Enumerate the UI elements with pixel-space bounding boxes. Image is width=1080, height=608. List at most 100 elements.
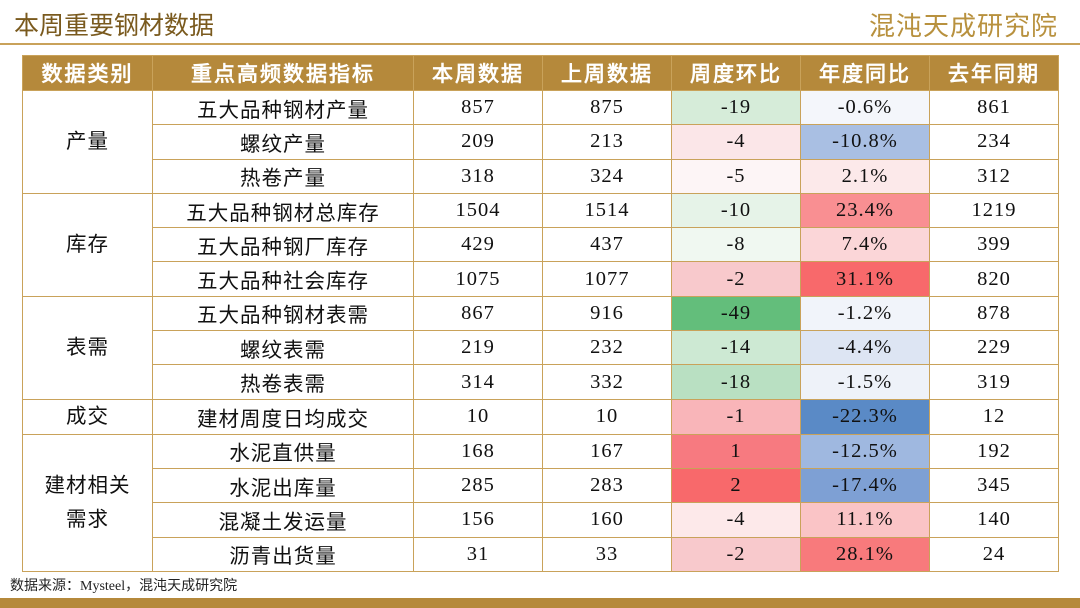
indicator-cell: 混凝土发运量 [152,502,414,538]
value-cell: 167 [542,433,672,469]
value-cell: 820 [929,261,1059,297]
value-cell: 24 [929,536,1059,572]
table-row: 沥青出货量 31 33 -2 28.1% 24 [23,536,1059,572]
value-cell: -1.5% [800,364,930,400]
table-row: 热卷表需 314 332 -18 -1.5% 319 [23,364,1059,400]
page-title: 本周重要钢材数据 [14,11,215,40]
table-row: 产量 五大品种钢材产量 857 875 -19 -0.6% 861 [22,89,1059,194]
value-cell: 2 [671,467,801,504]
table-row: 表需 五大品种钢材表需 867 916 -49 -1.2% 878 [22,295,1059,400]
value-cell: -5 [671,158,801,194]
value-cell: 33 [542,536,672,572]
column-header: 年度同比 [800,55,930,91]
value-cell: 324 [542,158,672,194]
value-cell: 312 [929,158,1059,194]
value-cell: 1514 [542,192,672,229]
value-cell: 314 [413,364,543,400]
table-row: 库存 五大品种钢材总库存 1504 1514 -10 23.4% 1219 [22,192,1059,297]
value-cell: 1 [671,433,801,469]
value-cell: 23.4% [800,192,930,229]
value-cell: -2 [671,261,801,297]
indicator-cell: 五大品种钢厂库存 [152,227,414,263]
value-cell: 875 [542,89,672,126]
indicator-cell: 热卷产量 [152,158,414,194]
category-cell: 表需 [22,295,153,400]
data-table: 数据类别 重点高频数据指标 本周数据 上周数据 周度环比 年度同比 去年同期 产量 五大品种钢… [22,55,1059,572]
value-cell: 140 [929,502,1059,538]
header-row: 数据类别 重点高频数据指标 本周数据 上周数据 周度环比 年度同比 去年同期 [22,55,1059,91]
value-cell: -19 [671,89,801,126]
value-cell: 31.1% [800,261,930,297]
value-cell: 285 [413,467,543,504]
indicator-cell: 五大品种钢材表需 [152,295,414,332]
value-cell: -10.8% [800,124,930,160]
value-cell: 31 [413,536,543,572]
column-header: 本周数据 [413,55,543,91]
value-cell: 232 [542,330,672,366]
value-cell: -17.4% [800,467,930,504]
indicator-cell: 五大品种钢材产量 [152,89,414,126]
indicator-cell: 螺纹产量 [152,124,414,160]
indicator-cell: 水泥出库量 [152,467,414,504]
value-cell: 209 [413,124,543,160]
column-header: 数据类别 [22,55,153,91]
value-cell: 160 [542,502,672,538]
value-cell: 332 [542,364,672,400]
value-cell: 916 [542,295,672,332]
value-cell: -1 [671,398,801,435]
value-cell: 12 [929,398,1059,435]
footer-bar [0,598,1080,608]
value-cell: 219 [413,330,543,366]
indicator-cell: 沥青出货量 [152,536,414,572]
value-cell: 878 [929,295,1059,332]
value-cell: 1504 [413,192,543,229]
column-header: 上周数据 [542,55,672,91]
value-cell: 234 [929,124,1059,160]
value-cell: 192 [929,433,1059,469]
table-row: 五大品种钢厂库存 429 437 -8 7.4% 399 [23,227,1059,263]
indicator-cell: 水泥直供量 [152,433,414,469]
value-cell: 11.1% [800,502,930,538]
value-cell: 429 [413,227,543,263]
value-cell: 861 [929,89,1059,126]
value-cell: -22.3% [800,398,930,435]
table-row: 螺纹表需 219 232 -14 -4.4% 229 [23,330,1059,366]
value-cell: 857 [413,89,543,126]
value-cell: 1077 [542,261,672,297]
value-cell: -4 [671,502,801,538]
value-cell: -18 [671,364,801,400]
header-rule [0,43,1080,45]
value-cell: 318 [413,158,543,194]
table-row: 建材相关需求 水泥直供量 168 167 1 -12.5% 192 [22,433,1059,572]
value-cell: 319 [929,364,1059,400]
value-cell: 28.1% [800,536,930,572]
value-cell: 10 [542,398,672,435]
value-cell: -0.6% [800,89,930,126]
value-cell: 1219 [929,192,1059,229]
value-cell: 156 [413,502,543,538]
value-cell: -4 [671,124,801,160]
value-cell: 229 [929,330,1059,366]
indicator-cell: 五大品种社会库存 [152,261,414,297]
table-row: 混凝土发运量 156 160 -4 11.1% 140 [23,502,1059,538]
category-cell: 建材相关需求 [22,433,153,572]
source-note: 数据来源：Mysteel，混沌天成研究院 [10,579,238,594]
value-cell: -4.4% [800,330,930,366]
value-cell: 10 [413,398,543,435]
table-row: 水泥出库量 285 283 2 -17.4% 345 [23,467,1059,504]
category-cell: 库存 [22,192,153,297]
value-cell: -49 [671,295,801,332]
table-row: 成交 建材周度日均成交 10 10 -1 -22.3% 12 [22,398,1059,435]
indicator-cell: 螺纹表需 [152,330,414,366]
column-header: 去年同期 [929,55,1059,91]
table-row: 螺纹产量 209 213 -4 -10.8% 234 [23,124,1059,160]
value-cell: 345 [929,467,1059,504]
value-cell: 437 [542,227,672,263]
value-cell: -2 [671,536,801,572]
category-cell: 产量 [22,90,153,194]
value-cell: -8 [671,227,801,263]
value-cell: 399 [929,227,1059,263]
value-cell: -10 [671,192,801,229]
indicator-cell: 热卷表需 [152,364,414,400]
